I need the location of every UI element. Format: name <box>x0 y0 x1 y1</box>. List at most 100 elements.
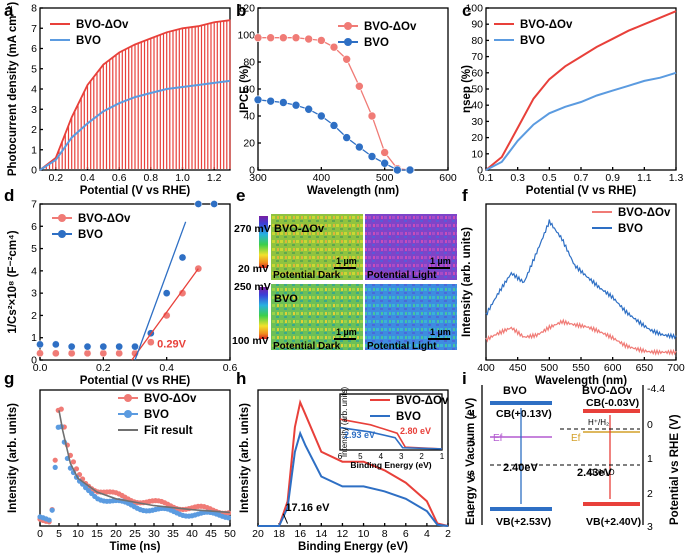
y-tick-a-1: 1 <box>31 144 37 156</box>
inset-x-label: Binding Energy (eV) <box>350 460 431 470</box>
inset-label-bvo: 2.93 eV <box>344 430 375 440</box>
colorbar-bottom-min: 100 mV <box>232 335 269 347</box>
x-axis-label-a: Potential (V vs RHE) <box>80 185 191 197</box>
data-point-d-1-0 <box>36 340 44 349</box>
data-point-g-0-11 <box>70 459 77 465</box>
x-axis-label-c: Potential (V vs RHE) <box>526 185 637 197</box>
y-tick-a-0: 0 <box>31 165 37 177</box>
x-tick-c-1: 0.3 <box>510 172 525 184</box>
annotation-d: 0.29V <box>157 339 186 351</box>
bvo-ef-label: Ef <box>493 433 503 444</box>
x-tick-h-2: 16 <box>294 528 306 540</box>
panel-e: 270 mV 20 mV 250 mV 100 mV BVO-ΔOv BVO 1… <box>232 214 457 352</box>
legend-label-b-1: BVO <box>364 37 389 49</box>
data-point-d-1-1 <box>51 340 60 349</box>
x-tick-g-10: 50 <box>224 528 236 540</box>
x-tick-g-9: 45 <box>205 528 217 540</box>
legend-marker-b-1 <box>344 38 352 46</box>
x-tick-b-3: 600 <box>439 172 457 184</box>
y-axis-label-c: ηsep (%) <box>461 65 473 113</box>
data-point-g-0-5 <box>52 457 58 463</box>
y-tick-b-3: 60 <box>243 84 255 96</box>
band-left-tick-3: -6 <box>466 471 475 483</box>
panel-label-g: g <box>4 369 14 388</box>
scale-label-1: 1 µm <box>336 256 357 266</box>
inset-x-tick-5: 1 <box>440 452 445 461</box>
x-tick-h-6: 8 <box>382 528 388 540</box>
data-point-b-0-4 <box>304 34 313 44</box>
series-line-a-ov-chopped <box>42 19 231 169</box>
ov-vb-bar <box>583 502 640 506</box>
fit-line-d-ov <box>131 268 199 361</box>
y-tick-d-7: 7 <box>31 199 37 211</box>
panel-label-b: b <box>236 1 246 20</box>
y-tick-b-4: 80 <box>243 57 255 69</box>
data-point-d-1-9 <box>178 253 187 262</box>
x-tick-f-0: 400 <box>477 362 495 374</box>
data-point-b-1-1 <box>266 96 275 106</box>
band-right-tick-5: 3 <box>647 521 653 533</box>
data-point-b-0-5 <box>317 36 326 45</box>
legend-label-g-2: Fit result <box>144 425 193 437</box>
y-tick-a-5: 5 <box>31 63 37 75</box>
x-tick-h-0: 20 <box>252 528 264 540</box>
kpfm-caption-ov-dark: Potential Dark <box>273 270 341 281</box>
data-point-d-1-8 <box>162 289 171 297</box>
x-tick-a-0: 0.2 <box>49 172 64 184</box>
y-tick-c-9: 90 <box>471 19 483 31</box>
band-left-label: Energy vs Vacuum (eV) <box>465 398 477 525</box>
x-tick-b-0: 300 <box>249 172 267 184</box>
x-tick-h-8: 4 <box>424 528 430 540</box>
legend-label-c-1: BVO <box>520 35 545 47</box>
data-point-d-0-7 <box>146 338 155 347</box>
data-point-b-1-9 <box>367 152 377 161</box>
y-tick-a-4: 4 <box>31 84 37 96</box>
data-point-b-1-3 <box>291 100 301 110</box>
y-tick-d-0: 0 <box>31 355 37 367</box>
inset-x-tick-0: 6 <box>338 452 343 461</box>
y-tick-a-3: 3 <box>31 104 37 116</box>
colorbar-bottom-max: 250 mV <box>234 281 271 293</box>
data-point-g-0-7 <box>58 406 64 412</box>
y-axis-label-f: Intensity (arb. units) <box>461 227 473 337</box>
x-tick-d-0: 0.0 <box>33 362 48 374</box>
legend-label-a-1: BVO <box>76 35 101 47</box>
x-tick-f-6: 700 <box>667 362 685 374</box>
band-col-bvo: BVO <box>503 385 527 397</box>
x-tick-g-3: 15 <box>91 528 103 540</box>
plot-frame-d <box>39 203 231 361</box>
x-tick-a-5: 1.2 <box>207 172 222 184</box>
scale-label-4: 1 µm <box>430 327 451 337</box>
data-point-d-1-5 <box>115 342 124 351</box>
data-point-d-0-1 <box>51 349 60 358</box>
legend-label-h-1: BVO <box>396 411 421 423</box>
x-tick-g-0: 0 <box>37 528 43 540</box>
series-line-b-1 <box>257 99 410 171</box>
data-point-d-1-3 <box>83 342 92 351</box>
data-point-b-1-0 <box>253 95 263 105</box>
legend-label-b-0: BVO-ΔOv <box>364 21 417 33</box>
data-point-g-1-4 <box>49 507 55 513</box>
ov-ef-label: Ef <box>571 433 581 444</box>
band-col-ov: BVO-ΔOv <box>582 385 633 397</box>
x-axis-label-f: Wavelength (nm) <box>535 375 627 387</box>
data-point-b-0-0 <box>253 33 263 43</box>
x-tick-f-1: 450 <box>509 362 527 374</box>
data-point-g-0-12 <box>73 466 80 472</box>
band-right-tick-4: 2 <box>647 488 653 500</box>
legend-label-g-1: BVO <box>144 409 169 421</box>
x-tick-c-0: 0.1 <box>479 172 494 184</box>
inset-line-h-bvo <box>339 426 443 450</box>
legend-label-a-0: BVO-ΔOv <box>76 19 129 31</box>
data-point-g-1-62 <box>225 515 232 521</box>
y-tick-c-6: 60 <box>471 67 483 79</box>
bvo-cb-bar <box>490 401 552 405</box>
annotation-h: 17.16 eV <box>285 502 330 514</box>
data-point-b-1-8 <box>355 142 364 152</box>
y-axis-label-g: Intensity (arb. units) <box>7 403 19 513</box>
data-point-b-0-9 <box>367 111 377 121</box>
inset-frame-h <box>339 393 443 451</box>
colorbar-top-min: 20 mV <box>238 263 269 275</box>
kpfm-caption-ov-light: Potential Light <box>367 270 437 281</box>
